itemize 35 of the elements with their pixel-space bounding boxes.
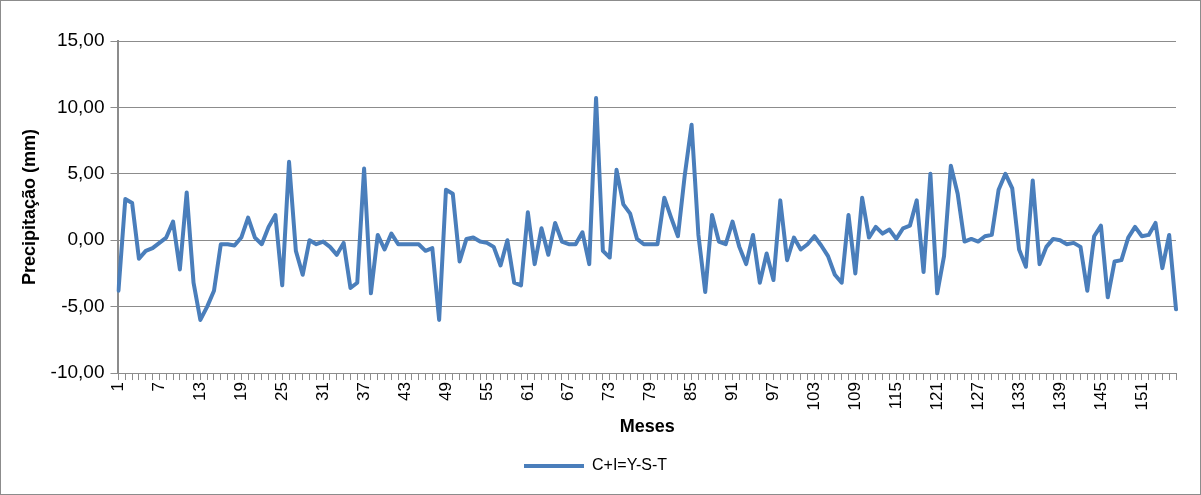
y-tick-label: 10,00 <box>56 95 105 117</box>
x-tick-label: 79 <box>640 382 660 401</box>
x-tick-label: 67 <box>558 382 578 401</box>
y-tick-label: 0,00 <box>67 228 105 250</box>
legend-label: C+I=Y-S-T <box>592 456 668 474</box>
x-tick-label: 73 <box>599 382 619 401</box>
x-tick-label: 85 <box>681 382 701 401</box>
x-tick-label: 97 <box>763 382 783 401</box>
x-tick-label: 121 <box>926 382 946 411</box>
x-tick-label: 55 <box>476 382 496 401</box>
x-tick-label: 1 <box>108 382 128 392</box>
x-axis-title: Meses <box>619 416 675 437</box>
x-tick-label: 37 <box>353 382 373 401</box>
x-tick-label: 139 <box>1049 382 1069 411</box>
x-tick-label: 43 <box>394 382 414 401</box>
x-tick-label: 109 <box>845 382 865 411</box>
x-tick-label: 49 <box>435 382 455 401</box>
x-tick-label: 13 <box>190 382 210 401</box>
x-tick-label: 145 <box>1090 382 1110 411</box>
x-tick-label: 91 <box>722 382 742 401</box>
y-tick-label: 15,00 <box>56 29 105 51</box>
y-tick-label: 5,00 <box>67 162 105 184</box>
x-tick-label: 115 <box>885 382 905 410</box>
x-tick-label: 151 <box>1131 382 1151 411</box>
y-tick-label: -5,00 <box>61 294 105 316</box>
x-tick-label: 133 <box>1008 382 1028 411</box>
y-axis-title: Precipitação (mm) <box>18 128 39 286</box>
x-tick-label: 127 <box>967 382 987 411</box>
y-tick-label: -10,00 <box>50 361 105 383</box>
x-tick-label: 31 <box>312 382 332 401</box>
x-tick-label: 103 <box>804 382 824 411</box>
x-tick-label: 25 <box>271 382 291 401</box>
x-tick-label: 61 <box>517 382 537 401</box>
x-tick-label: 7 <box>149 382 169 392</box>
x-tick-label: 19 <box>230 382 250 401</box>
